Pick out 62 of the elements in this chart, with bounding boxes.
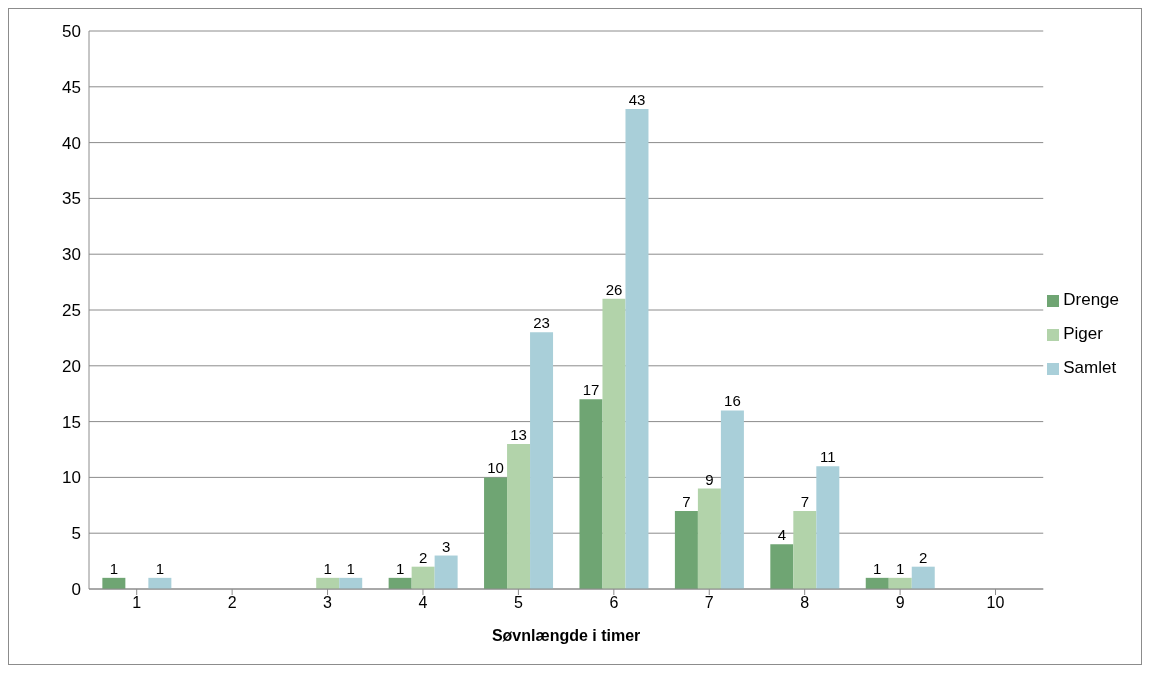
x-tick-label: 6 [609,594,619,612]
y-tick-label: 15 [62,412,81,432]
bar [911,566,935,589]
data-label: 1 [395,559,405,577]
legend-label: Samlet [1063,358,1117,377]
x-tick-label: 8 [800,594,810,612]
data-label: 2 [919,548,928,566]
bar [697,488,721,589]
bar [793,510,817,589]
data-label: 11 [820,448,836,466]
x-tick-label: 1 [132,594,142,612]
x-tick-label: 9 [895,594,905,612]
data-label: 16 [724,392,741,410]
data-label: 43 [628,91,646,109]
data-label: 4 [777,526,786,544]
legend-label: Piger [1063,324,1103,343]
bar [770,544,794,589]
data-label: 7 [682,492,691,510]
data-label: 1 [155,559,165,577]
bar [625,109,649,589]
y-tick-label: 40 [62,133,81,153]
bar [411,566,435,589]
bar [674,510,698,589]
x-tick-label: 3 [323,594,333,612]
x-tick-label: 2 [227,594,237,612]
data-label: 1 [109,559,119,577]
y-tick-label: 20 [62,356,81,376]
bar [602,298,626,589]
data-label: 1 [323,559,332,577]
bar [507,443,531,589]
x-tick-label: 5 [513,594,523,612]
data-label: 1 [346,559,355,577]
y-tick-label: 25 [62,301,81,321]
data-label: 1 [873,559,882,577]
y-tick-label: 0 [71,580,81,600]
bar [530,332,554,589]
bar [484,477,508,589]
data-label: 26 [605,280,623,298]
bar [816,466,840,589]
x-tick-label: 7 [704,594,714,612]
y-tick-label: 5 [71,524,81,544]
legend-label: Drenge [1063,290,1119,309]
x-tick-label: 4 [418,594,428,612]
y-tick-label: 50 [62,22,81,42]
y-tick-label: 35 [62,189,81,209]
data-label: 1 [896,559,905,577]
data-label: 2 [418,548,428,566]
data-label: 3 [441,537,451,555]
data-label: 17 [582,381,600,399]
data-label: 7 [800,492,809,510]
y-tick-label: 10 [62,468,81,488]
data-label: 23 [533,314,550,332]
bar [434,555,458,589]
x-axis-title: Søvnlængde i timer [491,627,641,644]
x-tick-label: 10 [986,594,1005,612]
data-label: 10 [487,459,504,477]
data-label: 9 [705,470,714,488]
bar [579,399,603,589]
data-label: 13 [510,425,527,443]
bar [720,410,744,589]
y-tick-label: 30 [62,245,81,265]
y-tick-label: 45 [62,77,81,97]
